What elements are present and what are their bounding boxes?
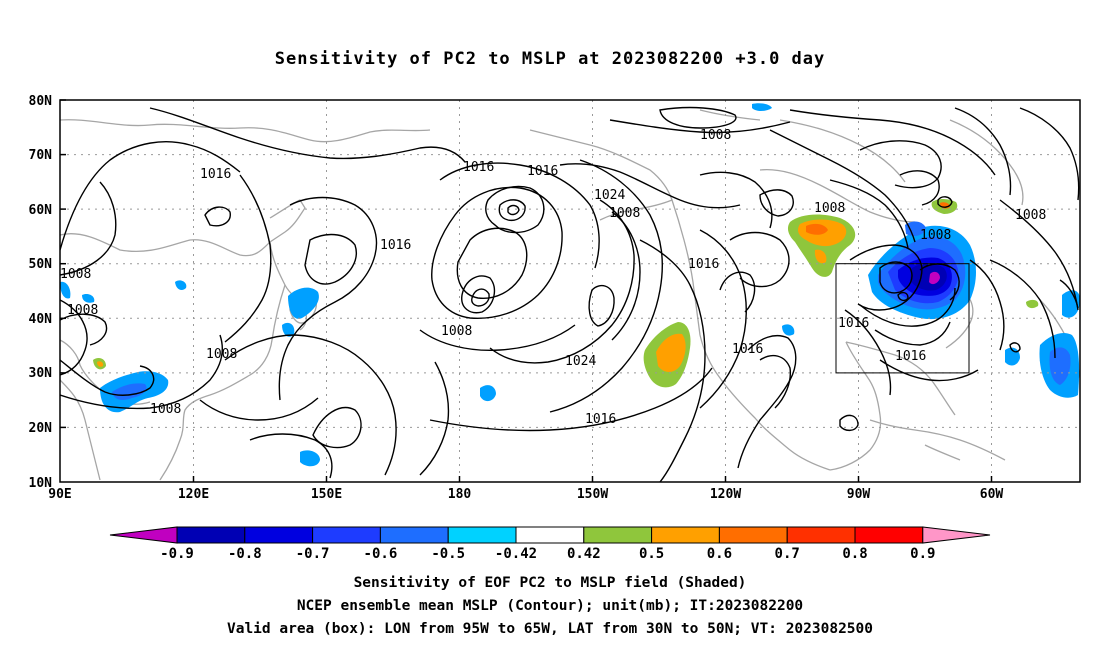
lon-label: 150W — [577, 487, 608, 502]
colorbar-label: -0.9 — [160, 546, 194, 562]
colorbar-label: 0.7 — [775, 546, 800, 562]
shade-negative-atlantic — [1005, 290, 1080, 398]
colorbar-labels: -0.9 -0.8 -0.7 -0.6 -0.5 -0.42 0.42 0.5 … — [160, 546, 935, 562]
contour-label: 1016 — [527, 164, 558, 179]
colorbar-swatch — [854, 526, 924, 544]
contour-label: 1024 — [565, 354, 596, 369]
contour-label: 1008 — [920, 228, 951, 243]
shade-negative-south-china — [60, 280, 187, 413]
colorbar-label: -0.42 — [495, 546, 537, 562]
lat-label: 30N — [29, 366, 53, 381]
sensitivity-shading — [60, 103, 1080, 467]
colorbar-swatch — [583, 526, 653, 544]
colorbar-label: -0.5 — [431, 546, 465, 562]
colorbar-swatch — [447, 526, 517, 544]
lon-labels: 90E 120E 150E 180 150W 120W 90W 60W — [48, 487, 1003, 502]
colorbar-swatch — [651, 526, 720, 544]
shade-positive-canada — [787, 199, 958, 277]
colorbar-label: 0.8 — [842, 546, 867, 562]
lon-label: 90W — [847, 487, 871, 502]
colorbar-swatch — [312, 526, 381, 544]
contour-label: 1016 — [200, 167, 231, 182]
contour-label: 1016 — [895, 349, 926, 364]
caption-valid-area: Valid area (box): LON from 95W to 65W, L… — [226, 621, 873, 637]
colorbar-label: -0.6 — [364, 546, 398, 562]
contour-label: 1008 — [150, 402, 181, 417]
caption-shading: Sensitivity of EOF PC2 to MSLP field (Sh… — [353, 575, 747, 591]
lat-label: 10N — [29, 476, 53, 491]
colorbar-swatch — [379, 526, 449, 544]
contour-label: 1008 — [206, 347, 237, 362]
mslp-contours — [60, 106, 1080, 482]
contour-label: 1008 — [700, 128, 731, 143]
valid-area-box — [835, 263, 970, 374]
lon-label: 180 — [448, 487, 472, 502]
colorbar — [109, 526, 991, 544]
caption-contour: NCEP ensemble mean MSLP (Contour); unit(… — [296, 598, 804, 614]
lon-label: 90E — [48, 487, 71, 502]
lon-label: 60W — [980, 487, 1004, 502]
contour-labels: 1016 1008 1008 1008 1008 1016 1008 1016 … — [60, 128, 1046, 427]
contour-label: 1024 — [594, 188, 625, 203]
contour-label: 1016 — [585, 412, 616, 427]
colorbar-swatch — [244, 526, 314, 544]
contour-label: 1016 — [380, 238, 411, 253]
map-frame — [59, 99, 1081, 483]
colorbar-label: 0.9 — [910, 546, 935, 562]
colorbar-label: 0.6 — [707, 546, 732, 562]
contour-label: 1016 — [732, 342, 763, 357]
colorbar-label: -0.7 — [296, 546, 330, 562]
lat-label: 70N — [29, 148, 53, 163]
map-title: Sensitivity of PC2 to MSLP at 2023082200… — [274, 49, 826, 69]
lon-label: 120E — [178, 487, 209, 502]
axis-ticks — [60, 99, 993, 482]
colorbar-swatch — [786, 526, 856, 544]
lat-label: 80N — [29, 94, 53, 109]
contour-label: 1008 — [441, 324, 472, 339]
shade-positive-pacific — [93, 299, 1039, 388]
shade-negative-japan — [282, 103, 795, 467]
colorbar-label: -0.8 — [228, 546, 262, 562]
contour-label: 1016 — [688, 257, 719, 272]
colorbar-arrow-high — [922, 526, 991, 544]
colorbar-label: 0.42 — [567, 546, 601, 562]
graticule — [60, 100, 1080, 482]
lat-label: 20N — [29, 421, 53, 436]
lat-labels: 80N 70N 60N 50N 40N 30N 20N 10N — [29, 94, 53, 491]
lat-label: 50N — [29, 257, 53, 272]
colorbar-arrow-low — [109, 526, 178, 544]
lat-label: 60N — [29, 203, 53, 218]
contour-label: 1008 — [1015, 208, 1046, 223]
contour-label: 1016 — [838, 316, 869, 331]
contour-label: 1008 — [67, 303, 98, 318]
contour-label: 1008 — [609, 206, 640, 221]
lat-label: 40N — [29, 312, 53, 327]
contour-label: 1008 — [60, 267, 91, 282]
colorbar-swatch — [515, 526, 585, 544]
colorbar-label: 0.5 — [639, 546, 664, 562]
lon-label: 120W — [710, 487, 741, 502]
colorbar-swatch — [176, 526, 246, 544]
contour-label: 1016 — [463, 160, 494, 175]
colorbar-swatch — [718, 526, 788, 544]
contour-label: 1008 — [814, 201, 845, 216]
lon-label: 150E — [311, 487, 342, 502]
